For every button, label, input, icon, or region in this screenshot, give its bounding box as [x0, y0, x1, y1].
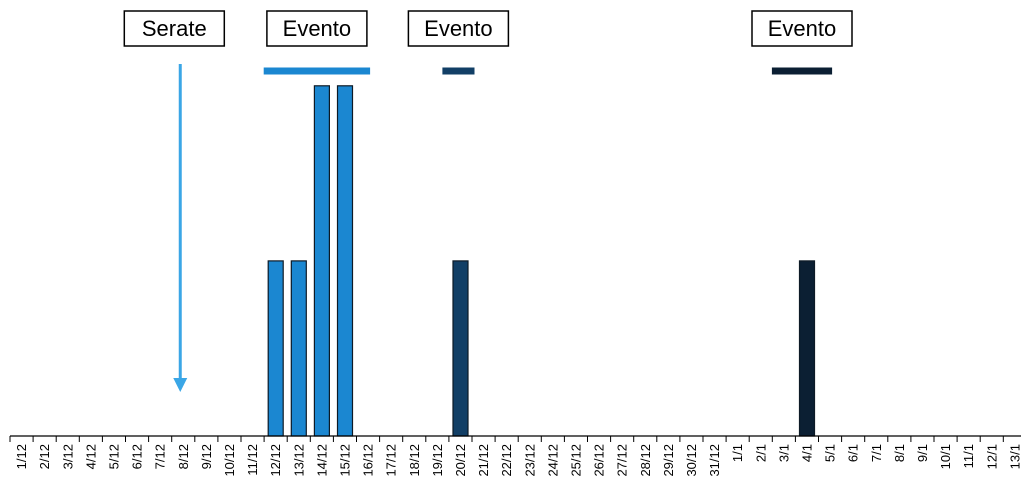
bar-13-12: [290, 260, 307, 437]
x-tick-label-5-1: 5/1: [823, 444, 838, 462]
evento-1-box: [266, 10, 368, 47]
bar-15-12: [336, 85, 354, 437]
x-tick-label-11-12: 11/12: [245, 444, 260, 476]
evento-3-label: Evento: [768, 16, 837, 41]
x-tick-label-29-12: 29/12: [661, 444, 676, 477]
x-tick-label-22-12: 22/12: [499, 444, 514, 477]
x-tick-label-24-12: 24/12: [545, 444, 560, 477]
x-tick-label-25-12: 25/12: [568, 444, 583, 477]
annotations-layer: Serate Evento Evento Evento: [123, 10, 853, 392]
x-tick-label-6-1: 6/1: [846, 444, 861, 462]
x-tick-label-2-12: 2/12: [37, 444, 52, 469]
x-tick-label-28-12: 28/12: [638, 444, 653, 477]
x-tick-label-7-12: 7/12: [153, 444, 168, 469]
x-tick-label-27-12: 27/12: [615, 444, 630, 477]
evento-3-box: [751, 10, 853, 47]
x-tick-label-1-12: 1/12: [14, 444, 29, 469]
x-tick-label-3-12: 3/12: [60, 444, 75, 469]
bars-layer: [267, 85, 816, 437]
x-tick-label-26-12: 26/12: [592, 444, 607, 477]
x-tick-label-8-12: 8/12: [176, 444, 191, 469]
serate-arrow-head: [173, 378, 188, 392]
x-tick-label-3-1: 3/1: [776, 444, 791, 462]
x-tick-label-8-1: 8/1: [892, 444, 907, 462]
x-tick-label-14-12: 14/12: [314, 444, 329, 477]
x-tick-label-31-12: 31/12: [707, 444, 722, 477]
x-tick-label-21-12: 21/12: [476, 444, 491, 477]
bar-20-12: [452, 260, 469, 437]
x-tick-label-30-12: 30/12: [684, 444, 699, 477]
bar-12-12: [267, 260, 284, 437]
x-tick-label-12-1: 12/1: [984, 444, 999, 469]
x-tick-label-2-1: 2/1: [753, 444, 768, 462]
x-tick-label-23-12: 23/12: [522, 444, 537, 477]
x-tick-label-19-12: 19/12: [430, 444, 445, 477]
evento-2-label: Evento: [424, 16, 493, 41]
x-tick-label-9-1: 9/1: [915, 444, 930, 462]
x-tick-label-13-12: 13/12: [291, 444, 306, 477]
x-tick-label-20-12: 20/12: [453, 444, 468, 477]
x-tick-label-17-12: 17/12: [384, 444, 399, 477]
x-axis: 1/12 2/12 3/12 4/12 5/12 6/12 7/12 8/12 9/12 10/1…: [9, 435, 1021, 477]
serate-box: [123, 10, 226, 47]
x-tick-label-4-1: 4/1: [799, 444, 814, 462]
x-tick-label-18-12: 18/12: [407, 444, 422, 477]
x-tick-label-11-1: 11/1: [961, 444, 976, 468]
x-tick-label-1-1: 1/1: [730, 444, 745, 462]
x-tick-label-12-12: 12/12: [268, 444, 283, 477]
evento-2-box: [407, 10, 510, 47]
x-tick-label-9-12: 9/12: [199, 444, 214, 469]
x-tick-label-5-12: 5/12: [106, 444, 121, 469]
x-tick-label-13-1: 13/1: [1007, 444, 1021, 469]
evento-1-label: Evento: [283, 16, 352, 41]
x-tick-label-10-1: 10/1: [938, 444, 953, 469]
serate-label: Serate: [142, 16, 207, 41]
x-tick-label-10-12: 10/12: [222, 444, 237, 477]
x-tick-label-16-12: 16/12: [361, 444, 376, 477]
x-tick-label-7-1: 7/1: [869, 444, 884, 462]
bar-4-1: [798, 260, 816, 437]
x-tick-label-4-12: 4/12: [83, 444, 98, 469]
x-tick-label-15-12: 15/12: [337, 444, 352, 477]
bar-14-12: [313, 85, 330, 437]
x-tick-label-6-12: 6/12: [130, 444, 145, 469]
